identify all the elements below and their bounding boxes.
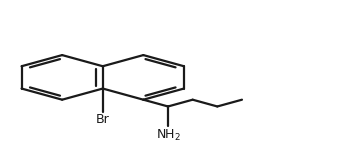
Text: Br: Br (96, 113, 110, 126)
Text: NH$_2$: NH$_2$ (155, 128, 181, 143)
